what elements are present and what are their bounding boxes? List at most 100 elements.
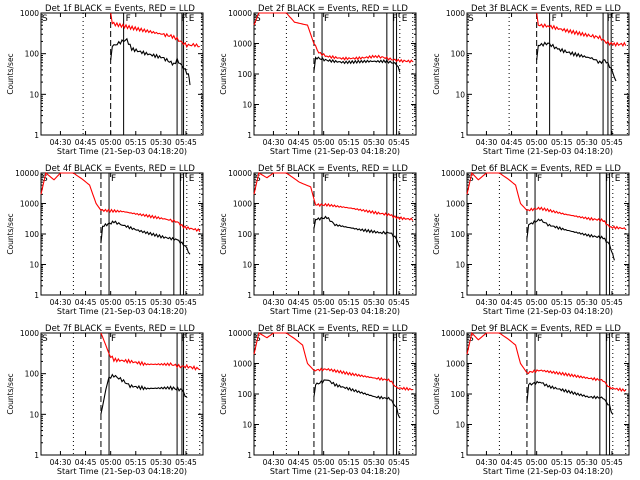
events-series-line (313, 379, 401, 419)
panel-title: Det 8f BLACK = Events, RED = LLD (258, 324, 408, 334)
plot-frame (466, 172, 630, 296)
x-axis-label: Start Time (21-Sep-03 04:18:20) (57, 467, 187, 476)
y-tick-label: 1 (34, 291, 39, 300)
x-tick-label: 04:45 (75, 458, 97, 467)
y-tick-label: 10 (242, 101, 252, 110)
x-tick-label: 05:45 (175, 298, 197, 307)
marker-label: F (392, 14, 397, 24)
x-tick-label: 05:45 (388, 458, 410, 467)
x-tick-label: 05:45 (388, 298, 410, 307)
panel-title: Det 2f BLACK = Events, RED = LLD (258, 4, 408, 14)
panel-title: Det 3f BLACK = Events, RED = LLD (471, 4, 621, 14)
y-tick-label: 1 (247, 131, 252, 140)
events-series-line (100, 373, 187, 415)
x-tick-label: 05:00 (313, 138, 335, 147)
x-axis-label: Start Time (21-Sep-03 04:18:20) (270, 147, 400, 156)
lld-series-line (536, 12, 627, 48)
y-axis-label: Counts/sec (219, 213, 228, 254)
lld-series-line (253, 172, 414, 221)
panel-title: Det 9f BLACK = Events, RED = LLD (471, 324, 621, 334)
marker-label: F (324, 14, 329, 24)
x-tick-label: 05:45 (601, 458, 623, 467)
x-tick-label: 05:00 (313, 298, 335, 307)
events-series-line (526, 218, 615, 261)
events-series-line (313, 56, 401, 73)
y-tick-label: 1 (460, 451, 465, 460)
x-tick-label: 05:00 (313, 458, 335, 467)
x-tick-label: 04:45 (288, 298, 310, 307)
y-axis-label: Counts/sec (432, 53, 441, 94)
marker-label: E (189, 14, 195, 24)
y-tick-label: 10000 (441, 329, 465, 338)
y-tick-label: 1 (34, 131, 39, 140)
marker-label: S (468, 14, 474, 24)
plot-frame (253, 12, 417, 136)
events-series-line (110, 37, 191, 86)
x-tick-label: 05:15 (338, 458, 360, 467)
x-tick-label: 04:45 (288, 138, 310, 147)
x-tick-label: 05:45 (175, 138, 197, 147)
x-tick-label: 05:30 (363, 298, 385, 307)
lld-series-line (100, 332, 201, 371)
y-tick-label: 1 (247, 451, 252, 460)
panel-2: Det 2f BLACK = Events, RED = LLD 1 10 100 10… (219, 4, 417, 156)
x-tick-label: 05:00 (100, 138, 122, 147)
x-axis-label: Start Time (21-Sep-03 04:18:20) (483, 147, 613, 156)
y-tick-label: 10000 (228, 169, 252, 178)
x-axis-label: Start Time (21-Sep-03 04:18:20) (483, 467, 613, 476)
x-tick-label: 05:15 (551, 298, 573, 307)
y-tick-label: 1000 (446, 360, 465, 369)
y-tick-label: 100 (25, 370, 40, 379)
y-tick-label: 100 (451, 230, 466, 239)
x-tick-label: 04:45 (501, 298, 523, 307)
panel-9: Det 9f BLACK = Events, RED = LLD 1 10 100 10… (432, 324, 630, 476)
marker-label: E (402, 14, 408, 24)
marker-label: F (392, 334, 397, 344)
marker-label: F (179, 174, 184, 184)
marker-label: E (615, 14, 621, 24)
y-tick-label: 1000 (20, 9, 39, 18)
lld-series-line (466, 331, 627, 393)
marker-label: E (189, 174, 195, 184)
x-tick-label: 05:45 (388, 138, 410, 147)
x-tick-label: 04:30 (50, 138, 72, 147)
x-tick-label: 04:45 (75, 138, 97, 147)
events-series-line (313, 215, 401, 248)
y-tick-label: 100 (238, 390, 253, 399)
x-tick-label: 05:30 (363, 138, 385, 147)
y-tick-label: 1000 (233, 40, 252, 49)
x-tick-label: 05:30 (576, 138, 598, 147)
panel-title: Det 5f BLACK = Events, RED = LLD (258, 164, 408, 174)
y-tick-label: 1 (247, 291, 252, 300)
plot-frame (253, 332, 417, 456)
x-axis-label: Start Time (21-Sep-03 04:18:20) (483, 307, 613, 316)
lld-series-line (110, 12, 200, 49)
plot-frame (40, 172, 204, 296)
y-tick-label: 10000 (15, 169, 39, 178)
y-tick-label: 1000 (446, 9, 465, 18)
x-tick-label: 04:30 (263, 138, 285, 147)
x-tick-label: 04:45 (501, 138, 523, 147)
x-tick-label: 04:30 (476, 298, 498, 307)
x-tick-label: 04:30 (476, 138, 498, 147)
marker-label: S (255, 14, 261, 24)
x-tick-label: 05:30 (150, 138, 172, 147)
x-tick-label: 05:15 (125, 138, 147, 147)
marker-label: E (615, 174, 621, 184)
x-tick-label: 04:30 (50, 458, 72, 467)
y-tick-label: 10 (242, 261, 252, 270)
panel-6: Det 6f BLACK = Events, RED = LLD 1 10 100 10… (432, 164, 630, 316)
x-axis-label: Start Time (21-Sep-03 04:18:20) (270, 467, 400, 476)
y-axis-label: Counts/sec (432, 213, 441, 254)
marker-label: F (111, 174, 116, 184)
marker-label: F (181, 334, 186, 344)
y-tick-label: 1000 (20, 329, 39, 338)
events-series-line (526, 380, 614, 415)
marker-label: F (324, 334, 329, 344)
marker-label: F (607, 14, 612, 24)
x-tick-label: 05:45 (175, 458, 197, 467)
panel-8: Det 8f BLACK = Events, RED = LLD 1 10 100 10… (219, 324, 417, 476)
y-tick-label: 1 (460, 291, 465, 300)
x-tick-label: 05:30 (576, 298, 598, 307)
